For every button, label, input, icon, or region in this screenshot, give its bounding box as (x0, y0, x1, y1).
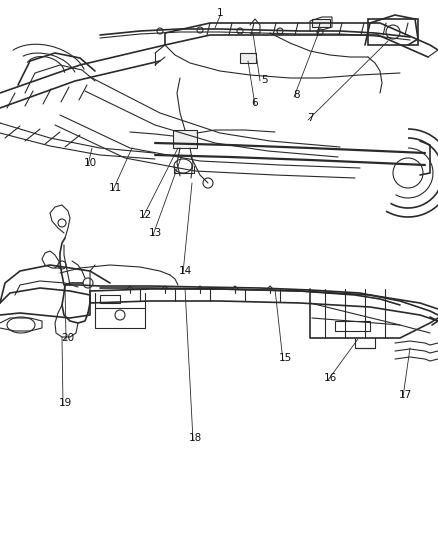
Text: 7: 7 (307, 113, 313, 123)
Circle shape (203, 178, 213, 188)
Circle shape (83, 278, 93, 288)
Text: 11: 11 (108, 183, 122, 193)
Text: 19: 19 (58, 398, 72, 408)
Circle shape (237, 28, 243, 34)
Text: 20: 20 (61, 333, 74, 343)
Text: 14: 14 (178, 266, 192, 276)
Circle shape (157, 28, 163, 34)
FancyBboxPatch shape (240, 53, 256, 63)
Circle shape (58, 261, 66, 269)
Text: 12: 12 (138, 210, 152, 220)
Text: 17: 17 (399, 390, 412, 400)
Circle shape (197, 27, 203, 33)
Text: 16: 16 (323, 373, 337, 383)
Text: 1: 1 (217, 8, 223, 18)
Text: 6: 6 (252, 98, 258, 108)
Text: 10: 10 (83, 158, 96, 168)
Text: 13: 13 (148, 228, 162, 238)
FancyBboxPatch shape (335, 321, 370, 331)
Text: 15: 15 (279, 353, 292, 363)
Text: 18: 18 (188, 433, 201, 443)
Text: 8: 8 (294, 90, 300, 100)
FancyBboxPatch shape (368, 19, 418, 45)
Text: 5: 5 (261, 75, 268, 85)
Circle shape (115, 310, 125, 320)
FancyBboxPatch shape (173, 130, 197, 148)
Circle shape (58, 219, 66, 227)
Circle shape (386, 25, 400, 39)
Circle shape (317, 29, 323, 35)
FancyBboxPatch shape (100, 295, 120, 303)
Circle shape (277, 28, 283, 34)
FancyBboxPatch shape (312, 19, 330, 27)
